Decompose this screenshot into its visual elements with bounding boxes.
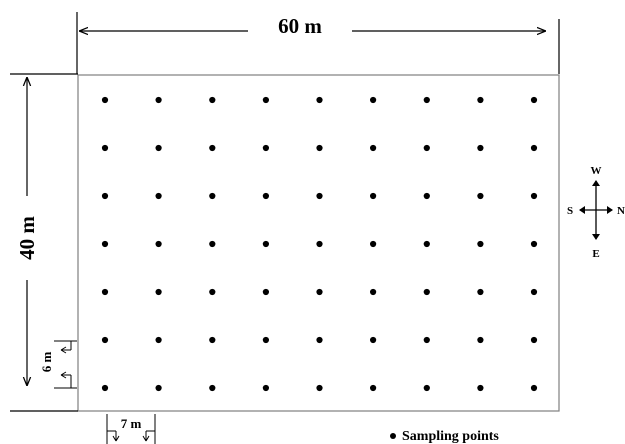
sampling-point bbox=[370, 384, 377, 392]
sampling-point bbox=[530, 384, 538, 392]
sampling-point bbox=[155, 288, 162, 296]
sampling-point bbox=[316, 240, 323, 248]
compass-east-label: E bbox=[592, 248, 599, 260]
sampling-point bbox=[530, 240, 538, 248]
sampling-point bbox=[209, 192, 216, 200]
sampling-point bbox=[370, 192, 377, 200]
sampling-point bbox=[477, 192, 484, 200]
sampling-point bbox=[423, 144, 430, 152]
sampling-point bbox=[101, 192, 109, 200]
sampling-point bbox=[530, 336, 538, 344]
sampling-point bbox=[423, 96, 430, 104]
sampling-point bbox=[262, 240, 269, 248]
sampling-point bbox=[423, 336, 430, 344]
sampling-point bbox=[262, 384, 269, 392]
sampling-points-grid bbox=[101, 96, 538, 392]
sampling-point bbox=[477, 240, 484, 248]
sampling-point bbox=[423, 192, 430, 200]
plot-boundary bbox=[77, 74, 560, 412]
compass: W S N E bbox=[567, 165, 625, 260]
legend: Sampling points bbox=[390, 429, 499, 444]
legend-label: Sampling points bbox=[402, 429, 499, 444]
sampling-point bbox=[530, 192, 538, 200]
sampling-point bbox=[209, 336, 216, 344]
sampling-point bbox=[155, 336, 162, 344]
sampling-point bbox=[530, 144, 538, 152]
sampling-point bbox=[477, 384, 484, 392]
sampling-point bbox=[423, 384, 430, 392]
sampling-point bbox=[209, 288, 216, 296]
sampling-point bbox=[477, 336, 484, 344]
sampling-point bbox=[101, 144, 109, 152]
sampling-point bbox=[477, 144, 484, 152]
legend-dot bbox=[390, 433, 396, 439]
col-spacing-label: 7 m bbox=[121, 416, 142, 431]
height-dimension: 40 m bbox=[10, 73, 78, 412]
sampling-point bbox=[370, 96, 377, 104]
sampling-point bbox=[370, 240, 377, 248]
sampling-point bbox=[423, 240, 430, 248]
sampling-point bbox=[316, 384, 323, 392]
row-spacing-dimension: 6 m bbox=[39, 340, 77, 389]
compass-south-label: S bbox=[567, 205, 573, 217]
sampling-point bbox=[530, 288, 538, 296]
sampling-point bbox=[262, 144, 269, 152]
sampling-point bbox=[101, 336, 109, 344]
sampling-point bbox=[209, 144, 216, 152]
sampling-point bbox=[155, 96, 162, 104]
compass-west-label: W bbox=[591, 165, 602, 177]
sampling-point bbox=[155, 384, 162, 392]
width-dimension: 60 m bbox=[76, 12, 560, 74]
sampling-point bbox=[316, 144, 323, 152]
sampling-point bbox=[477, 288, 484, 296]
width-label: 60 m bbox=[278, 14, 322, 38]
sampling-point bbox=[209, 384, 216, 392]
sampling-point bbox=[101, 384, 109, 392]
sampling-point bbox=[316, 192, 323, 200]
sampling-point bbox=[423, 288, 430, 296]
height-label: 40 m bbox=[15, 216, 39, 260]
sampling-point bbox=[155, 240, 162, 248]
sampling-point bbox=[262, 336, 269, 344]
sampling-point bbox=[316, 336, 323, 344]
sampling-point bbox=[370, 336, 377, 344]
sampling-point bbox=[316, 96, 323, 104]
sampling-point bbox=[262, 96, 269, 104]
sampling-point bbox=[370, 144, 377, 152]
sampling-point bbox=[101, 288, 109, 296]
col-spacing-dimension: 7 m bbox=[106, 414, 156, 444]
sampling-point bbox=[209, 240, 216, 248]
sampling-point bbox=[262, 192, 269, 200]
sampling-point bbox=[155, 144, 162, 152]
sampling-point bbox=[101, 240, 109, 248]
sampling-point bbox=[101, 96, 109, 104]
sampling-point bbox=[477, 96, 484, 104]
sampling-point bbox=[370, 288, 377, 296]
sampling-point bbox=[316, 288, 323, 296]
sampling-point bbox=[155, 192, 162, 200]
sampling-point bbox=[262, 288, 269, 296]
sampling-point bbox=[530, 96, 538, 104]
row-spacing-label: 6 m bbox=[39, 352, 54, 373]
sampling-point bbox=[209, 96, 216, 104]
compass-north-label: N bbox=[617, 205, 625, 217]
